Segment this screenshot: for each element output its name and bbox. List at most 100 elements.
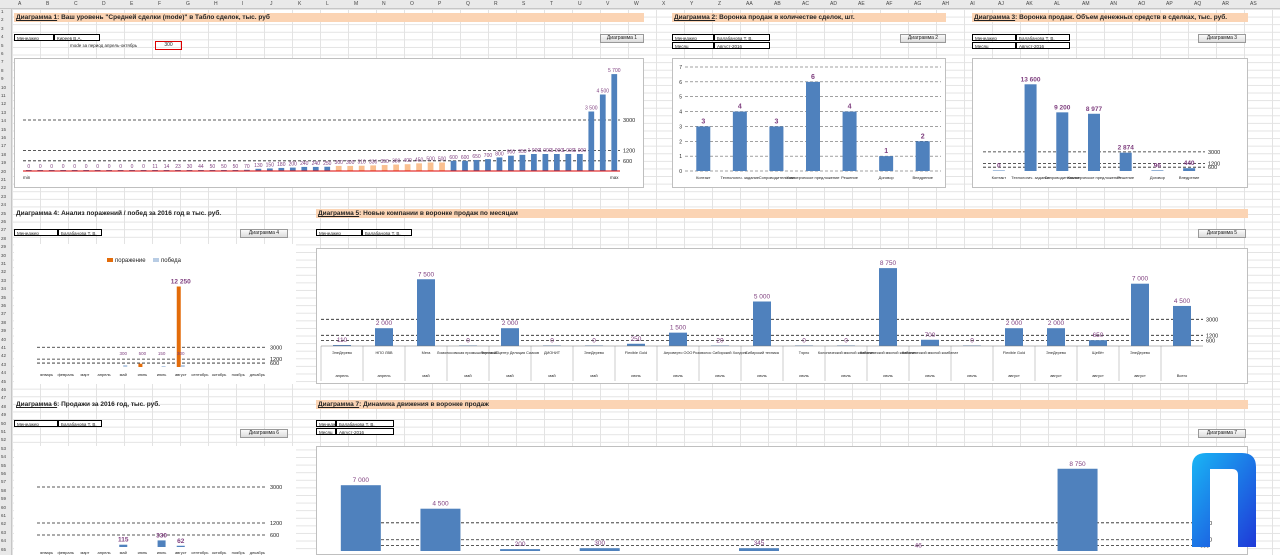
row-number[interactable]: 54	[1, 454, 7, 460]
chart-5-manager-value[interactable]: Балабанова Т. В.	[362, 229, 412, 236]
row-number[interactable]: 3	[1, 25, 4, 31]
column-letter[interactable]: C	[74, 1, 78, 7]
row-number[interactable]: 7	[1, 59, 4, 65]
row-number[interactable]: 10	[1, 84, 7, 90]
chart-7-button[interactable]: Диаграмма 7	[1198, 429, 1246, 438]
column-letter[interactable]: I	[242, 1, 244, 7]
row-number[interactable]: 18	[1, 151, 7, 157]
row-number[interactable]: 63	[1, 529, 7, 535]
row-number[interactable]: 55	[1, 462, 7, 468]
column-letter[interactable]: V	[606, 1, 610, 7]
row-number[interactable]: 59	[1, 496, 7, 502]
column-letter[interactable]: S	[522, 1, 526, 7]
column-letter[interactable]: AJ	[998, 1, 1004, 7]
row-number[interactable]: 23	[1, 193, 7, 199]
column-letter[interactable]: M	[354, 1, 359, 7]
row-number[interactable]: 24	[1, 202, 7, 208]
row-number[interactable]: 48	[1, 403, 7, 409]
column-letter[interactable]: AR	[1222, 1, 1229, 7]
column-letter[interactable]: R	[494, 1, 498, 7]
row-number[interactable]: 13	[1, 109, 7, 115]
row-number[interactable]: 11	[1, 93, 6, 98]
row-number[interactable]: 42	[1, 353, 7, 359]
row-number[interactable]: 38	[1, 319, 7, 325]
chart-1-manager-value[interactable]: Киреев В.А.	[54, 34, 100, 41]
column-letter[interactable]: AO	[1138, 1, 1146, 7]
column-letter[interactable]: Z	[718, 1, 722, 7]
row-number[interactable]: 58	[1, 487, 7, 493]
row-number[interactable]: 49	[1, 412, 7, 418]
row-number[interactable]: 12	[1, 101, 7, 107]
row-number[interactable]: 62	[1, 521, 7, 527]
column-letter[interactable]: AN	[1110, 1, 1117, 7]
column-letter[interactable]: U	[578, 1, 582, 7]
column-letter[interactable]: AD	[830, 1, 837, 7]
column-letter[interactable]: B	[46, 1, 50, 7]
row-number[interactable]: 33	[1, 277, 7, 283]
row-number[interactable]: 4	[1, 34, 4, 40]
row-number[interactable]: 17	[1, 143, 7, 149]
column-letter[interactable]: K	[298, 1, 302, 7]
column-letter[interactable]: AB	[774, 1, 781, 7]
chart-2-month-value[interactable]: Август-2016	[714, 42, 770, 49]
row-number[interactable]: 41	[1, 345, 7, 350]
column-letter[interactable]: AI	[970, 1, 975, 7]
row-number[interactable]: 9	[1, 76, 4, 82]
row-number[interactable]: 65	[1, 546, 7, 552]
row-number[interactable]: 56	[1, 471, 7, 476]
row-number[interactable]: 45	[1, 378, 7, 384]
row-number[interactable]: 14	[1, 118, 7, 124]
column-letter[interactable]: AQ	[1194, 1, 1202, 7]
column-letter[interactable]: AG	[914, 1, 922, 7]
row-number[interactable]: 29	[1, 244, 7, 250]
column-letter[interactable]: AL	[1054, 1, 1061, 7]
chart-2-manager-value[interactable]: Балабанова Т. В.	[714, 34, 770, 41]
column-letter[interactable]: J	[270, 1, 273, 7]
row-number[interactable]: 40	[1, 336, 7, 342]
row-number[interactable]: 52	[1, 437, 7, 443]
row-number[interactable]: 25	[1, 210, 7, 216]
row-number[interactable]: 53	[1, 445, 7, 451]
column-letter[interactable]: AP	[1166, 1, 1173, 7]
column-letter[interactable]: Y	[690, 1, 694, 7]
row-number[interactable]: 60	[1, 504, 7, 510]
chart-3-button[interactable]: Диаграмма 3	[1198, 34, 1246, 43]
column-letter[interactable]: A	[18, 1, 22, 7]
mode-value[interactable]: 300	[155, 41, 182, 50]
row-number[interactable]: 36	[1, 303, 7, 308]
row-number[interactable]: 28	[1, 235, 7, 241]
row-number[interactable]: 34	[1, 286, 7, 292]
chart-6-button[interactable]: Диаграмма 6	[240, 429, 288, 438]
row-number[interactable]: 50	[1, 420, 7, 426]
chart-3-manager-value[interactable]: Балабанова Т. В.	[1016, 34, 1070, 41]
row-number[interactable]: 47	[1, 395, 7, 401]
chart-7-manager-value[interactable]: Балабанова Т. В.	[336, 420, 394, 427]
row-number[interactable]: 39	[1, 328, 7, 334]
column-letter[interactable]: L	[326, 1, 329, 7]
row-number[interactable]: 21	[1, 177, 7, 182]
row-number[interactable]: 26	[1, 219, 7, 224]
column-letter[interactable]: Q	[466, 1, 470, 7]
row-number[interactable]: 44	[1, 370, 7, 376]
chart-1-button[interactable]: Диаграмма 1	[600, 34, 644, 43]
chart-4-button[interactable]: Диаграмма 4	[240, 229, 288, 238]
column-letter[interactable]: O	[410, 1, 414, 7]
column-letter[interactable]: D	[102, 1, 106, 7]
column-letter[interactable]: X	[662, 1, 666, 7]
column-letter[interactable]: N	[382, 1, 386, 7]
column-letter[interactable]: AM	[1082, 1, 1090, 7]
row-number[interactable]: 15	[1, 126, 7, 132]
row-number[interactable]: 20	[1, 168, 7, 174]
column-letter[interactable]: H	[214, 1, 218, 7]
row-number[interactable]: 35	[1, 294, 7, 300]
column-letter[interactable]: AA	[746, 1, 753, 7]
row-number[interactable]: 51	[1, 429, 7, 434]
row-number[interactable]: 37	[1, 311, 7, 317]
column-letter[interactable]: F	[158, 1, 162, 7]
row-number[interactable]: 22	[1, 185, 7, 191]
column-letter[interactable]: AF	[886, 1, 893, 7]
chart-4-manager-value[interactable]: Балабанова Т. В.	[58, 229, 102, 236]
row-number[interactable]: 5	[1, 42, 4, 48]
row-number[interactable]: 16	[1, 135, 7, 140]
column-letter[interactable]: AC	[802, 1, 809, 7]
